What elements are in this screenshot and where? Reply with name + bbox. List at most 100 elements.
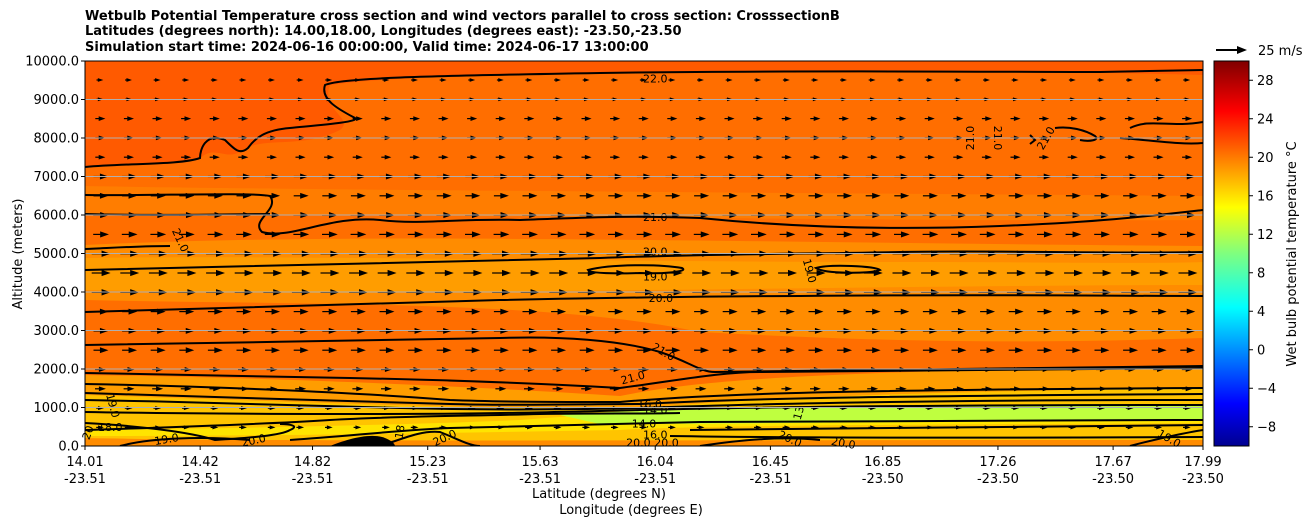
colorbar-tick-label: 28	[1257, 74, 1274, 89]
wind-arrow-head	[699, 386, 707, 392]
contour-label-text: 16.0	[643, 428, 668, 441]
wind-arrow-head	[130, 269, 140, 277]
wind-arrow-head	[498, 78, 504, 82]
wind-arrow-head	[213, 386, 221, 392]
wind-arrow-head	[244, 269, 254, 277]
wind-arrow-head	[98, 386, 106, 392]
wind-arrow-head	[1071, 116, 1078, 121]
quiver-key: 25 m/s	[1216, 44, 1303, 59]
wind-arrow-head	[900, 308, 910, 315]
wind-arrow-head	[326, 425, 333, 430]
wind-arrow-head	[216, 269, 225, 277]
wind-arrow-head	[1100, 347, 1110, 354]
wind-arrow-head	[872, 192, 881, 199]
wind-arrow-head	[326, 78, 333, 82]
wind-arrow-head	[1158, 192, 1167, 199]
wind-arrow-head	[785, 386, 793, 392]
wind-arrow-head	[757, 231, 767, 238]
wind-arrow-head	[584, 116, 592, 121]
colorbar-tick-label: 24	[1257, 112, 1274, 127]
wind-arrow-head	[242, 347, 252, 354]
wind-arrow-head	[842, 154, 849, 160]
wind-arrow-head	[670, 425, 676, 430]
wind-arrow-head	[700, 308, 710, 315]
wind-arrow-head	[843, 231, 853, 238]
wind-arrow-head	[499, 386, 507, 392]
wind-arrow-head	[298, 154, 306, 160]
wind-arrow-head	[1128, 154, 1135, 160]
wind-arrow-head	[927, 78, 933, 82]
wind-arrow-head	[471, 347, 481, 354]
wind-arrow-head	[1099, 116, 1107, 121]
wind-arrow-head	[643, 192, 652, 199]
wind-arrow-head	[155, 154, 163, 160]
wind-arrow-head	[1072, 347, 1081, 354]
wind-arrow-head	[1015, 192, 1024, 199]
wind-arrow-head	[528, 192, 538, 199]
wind-arrow-head	[183, 78, 190, 82]
contour-label-text: 14.0	[643, 404, 668, 417]
wind-arrow-head	[470, 154, 478, 160]
wind-arrow-head	[441, 154, 449, 160]
wind-arrow-head	[414, 231, 424, 238]
wind-arrow-head	[956, 116, 964, 121]
wind-arrow-head	[671, 192, 681, 199]
wind-arrow-head	[1188, 269, 1198, 277]
wind-arrow-head	[984, 425, 991, 430]
wind-arrow-head	[729, 308, 738, 315]
x-tick-label-lat: 16.04	[637, 455, 674, 470]
wind-arrow-head	[1128, 116, 1135, 121]
wind-arrow-head	[784, 78, 790, 82]
wind-arrow-head	[870, 116, 878, 121]
wind-arrow-head	[156, 386, 164, 392]
wind-arrow-head	[242, 308, 252, 315]
wind-arrow-head	[757, 347, 767, 354]
x-tick-label-lat: 14.01	[66, 455, 103, 470]
wind-arrow-head	[99, 347, 109, 354]
wind-arrow-head	[528, 347, 538, 354]
x-tick-label-lat: 16.45	[752, 455, 789, 470]
wind-arrow-head	[184, 154, 192, 160]
wind-arrow-head	[1043, 308, 1053, 315]
wind-arrow-head	[1159, 269, 1169, 277]
wind-arrow-head	[670, 116, 678, 121]
wind-arrow-head	[416, 269, 426, 277]
wind-arrow-head	[586, 347, 595, 354]
x-tick-label-lon: -23.50	[1092, 472, 1134, 487]
contour-label-text: 14.0	[632, 417, 657, 430]
wind-arrow-head	[1098, 78, 1105, 82]
wind-arrow-head	[988, 269, 998, 277]
wind-arrow-head	[443, 308, 452, 315]
wind-arrow-head	[155, 116, 163, 121]
wind-arrow-head	[185, 192, 195, 199]
wind-arrow-head	[613, 154, 621, 160]
wind-arrow-head	[614, 308, 624, 315]
wind-arrow-head	[958, 231, 967, 238]
contour-label-text: 18	[392, 424, 407, 440]
contour-label: 19.0	[643, 271, 668, 284]
wind-arrow-head	[1100, 192, 1110, 199]
wind-arrow-head	[412, 78, 418, 82]
contour-label: 14.0	[632, 417, 657, 430]
wind-arrow-head	[584, 154, 592, 160]
wind-arrow-head	[413, 116, 420, 121]
wind-arrow-head	[616, 269, 626, 277]
wind-arrow-head	[1101, 231, 1110, 238]
wind-arrow-head	[269, 425, 276, 430]
wind-arrow-head	[1042, 154, 1050, 160]
wind-arrow-head	[814, 347, 824, 354]
wind-arrow-head	[127, 386, 135, 392]
x-axis-label-secondary: Longitude (degrees E)	[559, 503, 703, 518]
contour-label: 19.0	[800, 257, 819, 284]
wind-arrow-head	[128, 231, 138, 238]
x-tick-label-lat: 15.63	[521, 455, 558, 470]
wind-arrow-head	[587, 269, 597, 277]
wind-arrow-head	[128, 192, 138, 199]
wind-arrow-head	[444, 269, 454, 277]
wind-arrow-head	[98, 154, 106, 160]
wind-arrow-head	[214, 347, 223, 354]
contour-label-text: 13	[791, 405, 807, 422]
x-tick-label-lat: 14.42	[182, 455, 219, 470]
wind-arrow-head	[643, 231, 653, 238]
